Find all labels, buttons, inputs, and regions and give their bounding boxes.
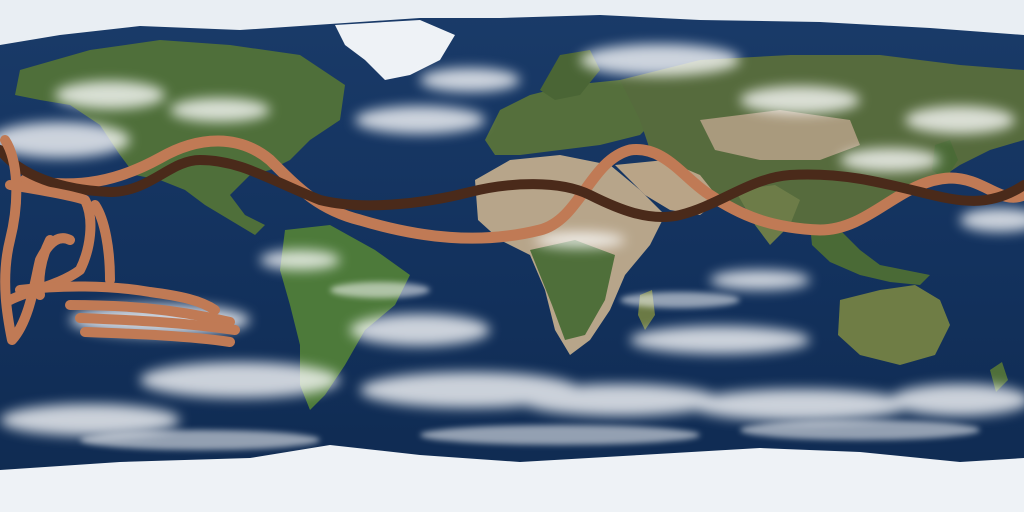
southeast-asia [810, 225, 930, 285]
europe [485, 80, 660, 155]
dark-brown-line [0, 145, 1024, 223]
cloud-layer [0, 44, 1024, 436]
central-africa-forest [530, 240, 615, 340]
japan [932, 140, 958, 180]
light-brown-line [19, 135, 1024, 244]
cloud-detail-layer [80, 282, 980, 450]
australia [838, 285, 950, 365]
overlay-lines [0, 135, 1024, 347]
antarctica [0, 445, 1024, 512]
central-asia-desert [700, 110, 860, 160]
greenland [335, 20, 455, 80]
south-america [280, 225, 410, 410]
arctic-ice [0, 0, 1024, 45]
light-brown-scribble [0, 135, 240, 347]
new-zealand [990, 362, 1008, 392]
middle-east-desert [615, 160, 720, 215]
